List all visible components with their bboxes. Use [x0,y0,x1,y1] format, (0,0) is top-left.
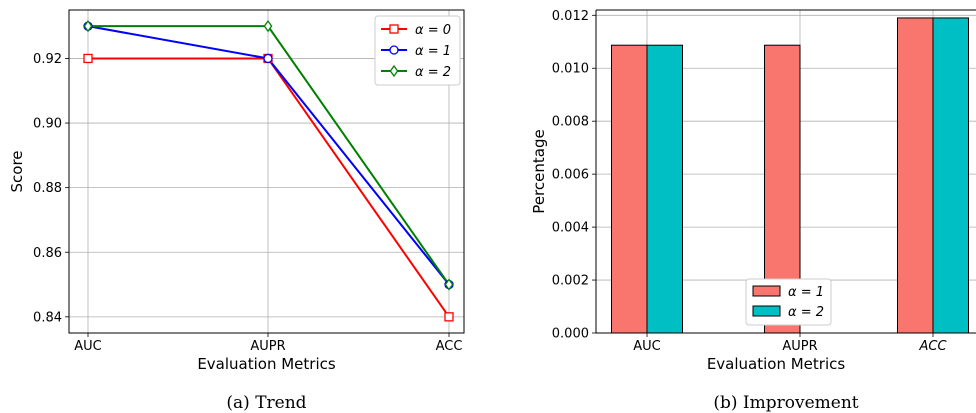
legend-marker [389,64,399,78]
bar [646,44,683,334]
legend-label: α = 2 [415,65,451,80]
bar [897,17,934,334]
ytick-label: 0.92 [33,52,62,67]
y-axis-label: Score [8,150,26,192]
caption: (a) Trend [226,393,306,413]
legend-label: α = 0 [415,23,451,38]
plot-frame [68,9,465,334]
ytick-label: 0.004 [552,221,589,236]
legend-label: α = 1 [788,285,824,300]
ytick-label: 0.010 [552,62,589,77]
data-point [444,278,454,291]
xtick-label: AUC [74,339,102,354]
xtick-label: ACC [918,339,947,354]
ytick-label: 0.008 [552,115,589,130]
ytick-label: 0.006 [552,168,589,183]
legend-label: α = 2 [788,305,824,320]
ytick-label: 0.88 [33,181,62,196]
data-point [83,20,93,33]
ytick-label: 0.000 [552,327,589,342]
ytick-label: 0.84 [33,310,62,325]
ytick-label: 0.002 [552,274,589,289]
caption: (b) Improvement [713,393,858,413]
bar [611,44,648,334]
x-axis-label: Evaluation Metrics [197,355,336,373]
x-axis-label: Evaluation Metrics [707,355,846,373]
xtick-label: AUPR [250,339,285,354]
data-point [263,20,273,33]
legend-swatch [752,285,781,297]
ytick-label: 0.86 [33,246,62,261]
ytick-label: 0.012 [552,9,589,24]
xtick-label: AUPR [782,339,817,354]
legend-marker [389,45,399,55]
xtick-label: ACC [436,339,463,354]
ytick-label: 0.90 [33,117,62,132]
bar [932,17,969,334]
y-axis-label: Percentage [530,129,548,213]
legend-swatch [752,305,781,317]
xtick-label: AUC [633,339,661,354]
data-point [263,53,273,64]
legend-marker [389,24,399,34]
data-point [444,312,454,322]
legend-label: α = 1 [415,44,451,59]
data-point [83,53,93,64]
